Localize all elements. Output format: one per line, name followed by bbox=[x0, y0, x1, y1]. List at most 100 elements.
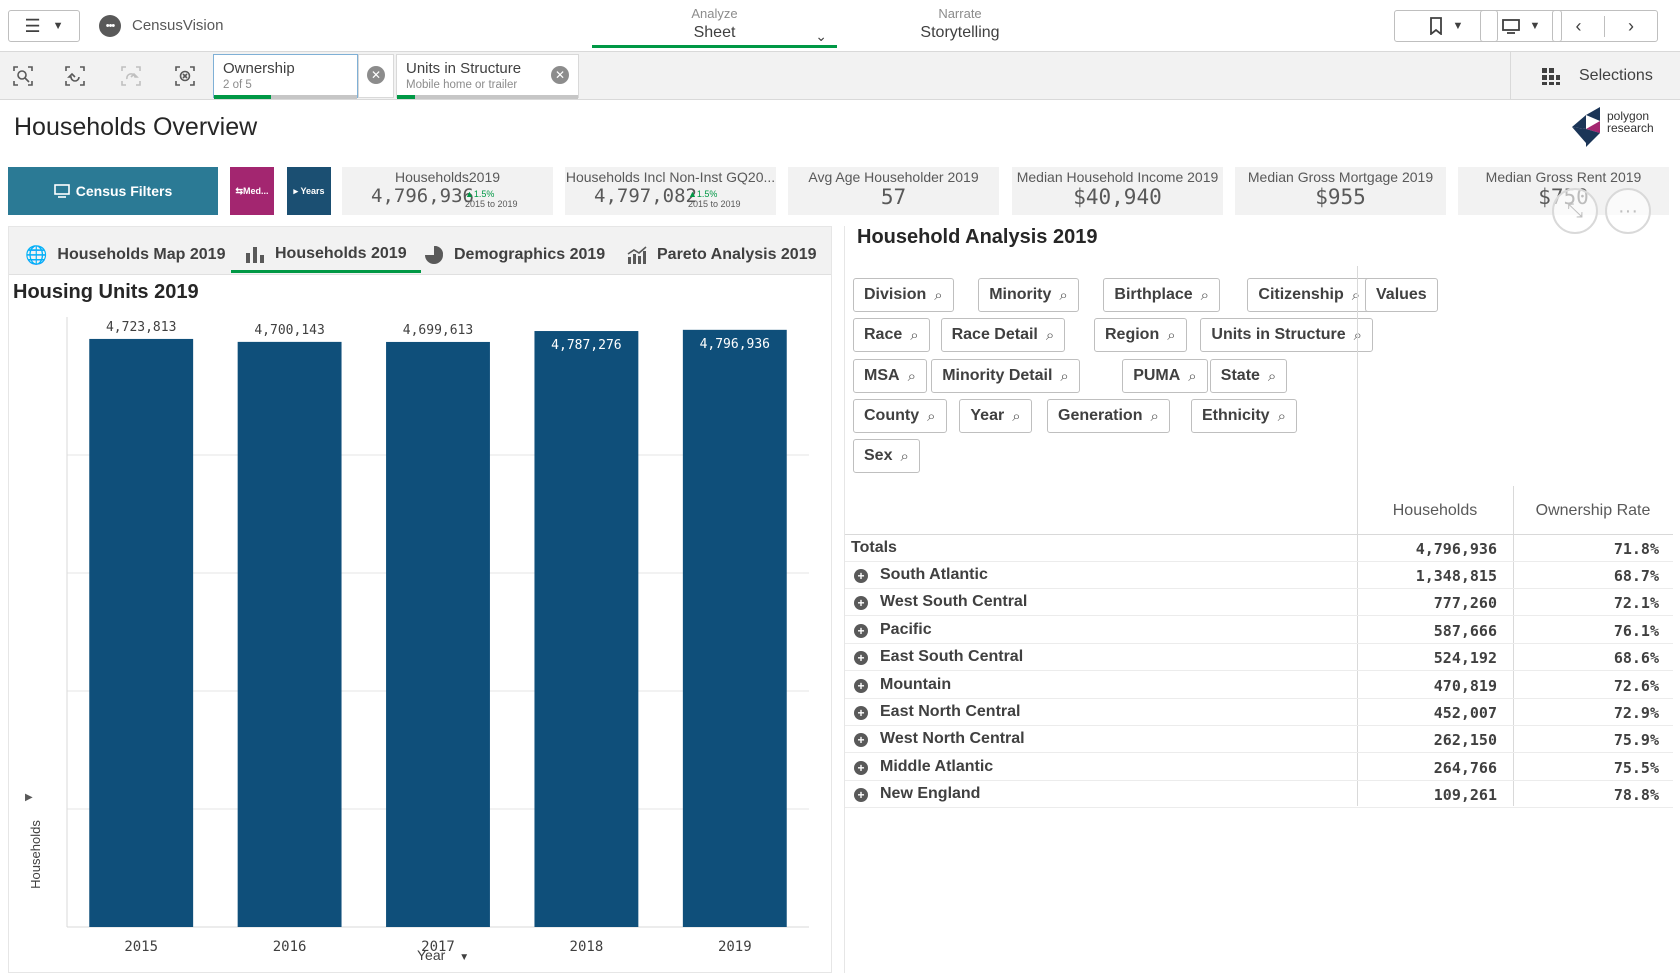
dimension-race-detail[interactable]: Race Detail ⌕ bbox=[940, 318, 1066, 352]
chip-field-label: Units in Structure bbox=[406, 60, 522, 77]
row-name[interactable]: East North Central bbox=[880, 703, 1021, 720]
step-forward-icon[interactable] bbox=[118, 64, 144, 88]
tab-demographics[interactable]: Demographics 2019 bbox=[424, 237, 605, 273]
collapse-icon[interactable]: ⤡ bbox=[1552, 188, 1598, 234]
bar-2017[interactable] bbox=[386, 341, 490, 927]
expand-icon[interactable]: + bbox=[854, 706, 868, 720]
expand-icon[interactable]: + bbox=[854, 760, 868, 775]
bar-2016[interactable] bbox=[237, 341, 342, 928]
clear-all-icon[interactable] bbox=[172, 64, 198, 88]
selection-chip-units-in-structure[interactable]: Units in Structure Mobile home or traile… bbox=[396, 54, 579, 99]
expand-icon[interactable]: + bbox=[854, 596, 868, 611]
dimension-county[interactable]: County ⌕ bbox=[853, 399, 947, 433]
dimension-state[interactable]: State ⌕ bbox=[1209, 359, 1288, 393]
row-name[interactable]: South Atlantic bbox=[880, 566, 988, 583]
dimension-label: MSA bbox=[864, 367, 900, 384]
kpi-median-household-income[interactable]: Median Household Income 2019 $40,940 bbox=[1012, 167, 1223, 215]
row-name[interactable]: East South Central bbox=[880, 648, 1024, 666]
kpi-households-2019[interactable]: Households2019 4,796,936 ▲1.5% 2015 to 20… bbox=[342, 167, 553, 215]
expand-icon[interactable]: + bbox=[854, 651, 868, 666]
row-rate: 68.6% bbox=[1613, 649, 1659, 668]
clear-selection-icon[interactable]: ✕ bbox=[367, 66, 385, 84]
row-name[interactable]: Mountain bbox=[880, 675, 952, 693]
expand-icon[interactable]: + bbox=[854, 623, 868, 638]
bar-2019[interactable] bbox=[682, 329, 787, 927]
dimension-region[interactable]: Region ⌕ bbox=[1094, 318, 1187, 352]
nav-narrate-storytelling[interactable]: Narrate Storytelling bbox=[880, 6, 1040, 48]
expand-icon[interactable]: + bbox=[854, 678, 868, 693]
dimension-ethnicity[interactable]: Ethnicity ⌕ bbox=[1191, 399, 1297, 433]
measure-button[interactable]: ⇆ Med... bbox=[230, 167, 274, 215]
row-name[interactable]: Pacific bbox=[880, 620, 932, 638]
clear-selection-icon[interactable]: ✕ bbox=[551, 66, 569, 84]
values-button[interactable]: Values bbox=[1365, 278, 1438, 312]
axis-expand-icon[interactable]: ▶ bbox=[25, 792, 33, 803]
kpi-avg-age-householder[interactable]: Avg Age Householder 2019 57 bbox=[788, 167, 999, 215]
dimension-citizenship[interactable]: Citizenship ⌕ bbox=[1247, 278, 1372, 312]
app-name: CensusVision bbox=[132, 17, 224, 34]
step-back-icon[interactable] bbox=[62, 64, 88, 88]
row-name[interactable]: West South Central bbox=[880, 593, 1028, 611]
bar-2015[interactable] bbox=[89, 338, 194, 927]
expand-icon[interactable]: + bbox=[854, 788, 868, 803]
dimension-generation[interactable]: Generation ⌕ bbox=[1047, 399, 1170, 433]
column-header-households[interactable]: Households bbox=[1392, 502, 1478, 519]
x-tick-label: 2018 bbox=[570, 939, 604, 955]
dimension-minority-detail[interactable]: Minority Detail ⌕ bbox=[931, 359, 1080, 393]
selection-chip-ownership[interactable]: Ownership 2 of 5 bbox=[213, 54, 358, 99]
dimension-birthplace[interactable]: Birthplace ⌕ bbox=[1103, 278, 1221, 312]
column-header-ownership-rate[interactable]: Ownership Rate bbox=[1535, 502, 1651, 519]
dimension-msa[interactable]: MSA ⌕ bbox=[853, 359, 927, 393]
kpi-trend: ▲1.5% 2015 to 2019 bbox=[688, 189, 741, 209]
expand-icon[interactable]: + bbox=[854, 569, 868, 583]
kpi-median-gross-mortgage[interactable]: Median Gross Mortgage 2019 $955 bbox=[1235, 167, 1446, 215]
dimension-label: Race Detail bbox=[951, 326, 1038, 343]
pie-chart-icon bbox=[425, 246, 443, 264]
bar-2018[interactable] bbox=[534, 331, 639, 928]
row-rate: 78.8% bbox=[1613, 786, 1659, 805]
previous-sheet-button[interactable]: ‹ bbox=[1553, 15, 1605, 37]
dimension-minority[interactable]: Minority ⌕ bbox=[978, 278, 1079, 312]
more-options-icon[interactable]: ··· bbox=[1605, 188, 1651, 234]
dimension-sex[interactable]: Sex ⌕ bbox=[853, 439, 920, 473]
logo-text: polygon research bbox=[1607, 110, 1654, 134]
row-name[interactable]: Middle Atlantic bbox=[880, 757, 994, 775]
row-name[interactable]: New England bbox=[880, 785, 981, 803]
main-menu-button[interactable]: ☰ ▼ bbox=[8, 10, 80, 42]
bar-chart[interactable]: 4,723,813 2015 4,700,143 2016 4,699,613 2017 4… bbox=[9, 307, 831, 967]
search-icon: ⌕ bbox=[1200, 286, 1210, 304]
row-rate: 76.1% bbox=[1613, 621, 1659, 640]
row-rate: 72.1% bbox=[1613, 594, 1659, 613]
row-rate: 72.6% bbox=[1613, 676, 1659, 695]
dimension-label: PUMA bbox=[1133, 367, 1181, 384]
tab-households-map[interactable]: 🌐 Households Map 2019 bbox=[25, 237, 225, 273]
nav-analyze-sheet[interactable]: Analyze Sheet ⌄ bbox=[592, 6, 837, 48]
tab-households[interactable]: Households 2019 bbox=[231, 237, 421, 273]
expand-icon[interactable]: + bbox=[854, 733, 868, 748]
dimension-race[interactable]: Race ⌕ bbox=[853, 318, 930, 352]
dimension-year[interactable]: Year ⌕ bbox=[959, 399, 1032, 433]
selections-button[interactable]: Selections bbox=[1510, 52, 1680, 100]
logo-mark-icon bbox=[1572, 107, 1600, 147]
table-row: + South Atlantic 1,348,815 68.7% bbox=[845, 563, 1673, 589]
years-button[interactable]: ▸ Years bbox=[287, 167, 331, 215]
bookmark-button[interactable]: ▼ bbox=[1394, 10, 1498, 42]
selections-bar: Ownership 2 of 5 ✕ Units in Structure Mo… bbox=[0, 52, 1680, 100]
row-name[interactable]: West North Central bbox=[880, 730, 1025, 748]
census-filters-button[interactable]: Census Filters bbox=[8, 167, 218, 215]
dimension-division[interactable]: Division ⌕ bbox=[853, 278, 954, 312]
dimension-units-in-structure[interactable]: Units in Structure⌕ bbox=[1200, 318, 1374, 352]
selections-label: Selections bbox=[1579, 67, 1653, 84]
tab-label: Pareto Analysis 2019 bbox=[657, 246, 817, 263]
years-label: Years bbox=[300, 186, 325, 196]
sheet-switch-button[interactable]: ▼ bbox=[1480, 10, 1562, 42]
chevron-down-icon[interactable]: ⌄ bbox=[815, 28, 827, 44]
kpi-households-incl-gq[interactable]: Households Incl Non-Inst GQ20... 4,797,0… bbox=[565, 167, 776, 215]
x-axis-title[interactable]: Year ▼ bbox=[417, 947, 469, 963]
next-sheet-button[interactable]: › bbox=[1628, 15, 1634, 36]
row-households: 777,260 bbox=[1433, 594, 1497, 613]
row-households: 470,819 bbox=[1433, 676, 1497, 695]
smart-search-icon[interactable] bbox=[10, 64, 36, 88]
dimension-puma[interactable]: PUMA ⌕ bbox=[1122, 359, 1208, 393]
tab-pareto-analysis[interactable]: Pareto Analysis 2019 bbox=[627, 237, 817, 273]
